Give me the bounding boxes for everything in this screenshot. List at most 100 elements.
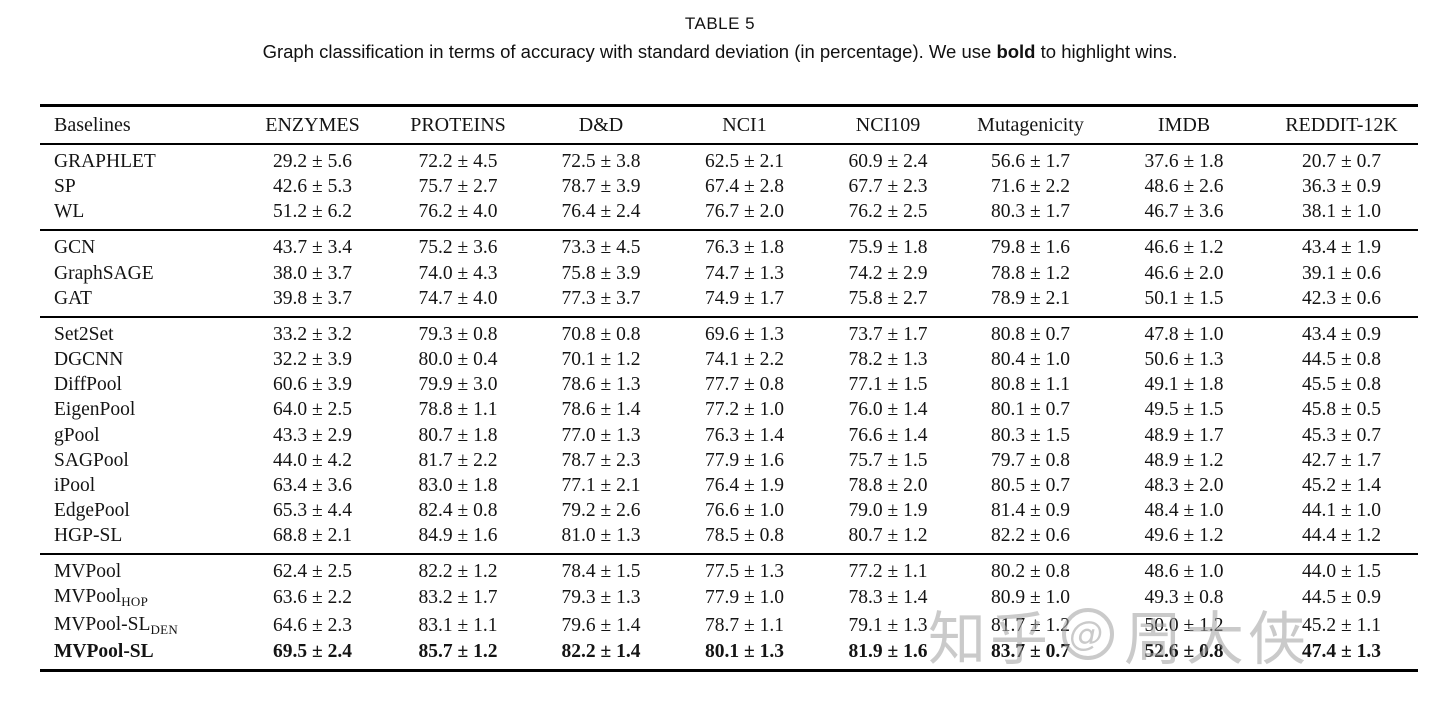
accuracy-value-cell: 46.6 ± 1.2 [1144,237,1224,259]
table-row: MVPoolHOP 63.6 ± 2.2 83.2 ± 1.7 79.3 ± 1.3 7… [40,585,1418,612]
accuracy-value-cell: 76.4 ± 1.9 [705,474,784,496]
accuracy-value-cell: 48.9 ± 1.2 [1144,449,1224,471]
accuracy-value-cell: 70.8 ± 0.8 [561,323,641,345]
accuracy-value-cell: 78.7 ± 1.1 [705,614,784,636]
method-name: gPool [54,424,100,446]
method-name-subscript: DEN [150,621,179,637]
accuracy-value-cell: 48.6 ± 1.0 [1144,561,1224,583]
accuracy-value-cell: 79.7 ± 0.8 [991,449,1070,471]
accuracy-value-cell: 80.3 ± 1.5 [991,424,1070,446]
accuracy-value-cell: 80.5 ± 0.7 [991,474,1070,496]
accuracy-value-cell: 43.4 ± 1.9 [1302,237,1381,259]
method-name: DGCNN [54,348,124,370]
method-group: GRAPHLET 29.2 ± 5.6 72.2 ± 4.5 72.5 ± 3.8 62… [40,144,1418,230]
accuracy-value-cell: 50.6 ± 1.3 [1144,348,1224,370]
accuracy-value-cell: 78.8 ± 1.1 [418,399,498,421]
accuracy-value-cell: 64.6 ± 2.3 [273,614,352,636]
accuracy-value-cell: 78.6 ± 1.3 [561,374,641,396]
accuracy-value-cell: 74.9 ± 1.7 [705,287,784,309]
accuracy-value-cell: 78.5 ± 0.8 [705,525,784,547]
table-row: WL 51.2 ± 6.2 76.2 ± 4.0 76.4 ± 2.4 76.7 ± 2… [40,200,1418,231]
accuracy-value-cell: 62.5 ± 2.1 [705,151,784,172]
accuracy-value-cell: 79.1 ± 1.3 [848,614,928,636]
accuracy-value-cell: 76.2 ± 2.5 [848,201,928,223]
table-row: gPool 43.3 ± 2.9 80.7 ± 1.8 77.0 ± 1.3 76.3 … [40,423,1418,448]
accuracy-value-cell: 83.0 ± 1.8 [418,474,498,496]
method-name: MVPool [54,561,122,583]
accuracy-value-cell: 80.9 ± 1.0 [991,587,1070,609]
accuracy-value-cell: 48.6 ± 2.6 [1144,176,1224,198]
accuracy-value-cell: 77.7 ± 0.8 [705,374,784,396]
accuracy-value-cell: 82.2 ± 1.2 [418,561,498,583]
table-row: SAGPool 44.0 ± 4.2 81.7 ± 2.2 78.7 ± 2.3 77.… [40,448,1418,473]
accuracy-value-cell: 48.3 ± 2.0 [1144,474,1224,496]
table-row: SP 42.6 ± 5.3 75.7 ± 2.7 78.7 ± 3.9 67.4 ± 2… [40,175,1418,200]
accuracy-value-cell: 44.0 ± 1.5 [1302,561,1381,583]
accuracy-value-cell: 60.6 ± 3.9 [273,374,352,396]
accuracy-value-cell: 77.3 ± 3.7 [561,287,641,309]
accuracy-value-cell: 72.5 ± 3.8 [561,151,641,172]
accuracy-value-cell: 80.4 ± 1.0 [991,348,1070,370]
method-name: GAT [54,287,92,309]
accuracy-value-cell: 78.2 ± 1.3 [848,348,928,370]
accuracy-value-cell: 36.3 ± 0.9 [1302,176,1381,198]
table-caption: Graph classification in terms of accurac… [0,41,1440,63]
accuracy-value-cell: 42.7 ± 1.7 [1302,449,1381,471]
method-name: DiffPool [54,374,122,396]
accuracy-value-cell: 83.2 ± 1.7 [418,587,498,609]
table-row: GraphSAGE 38.0 ± 3.7 74.0 ± 4.3 75.8 ± 3.9 7… [40,261,1418,286]
accuracy-value-cell: 82.2 ± 0.6 [991,525,1070,547]
accuracy-value-cell: 44.0 ± 4.2 [273,449,352,471]
column-header-dataset: NCI1 [671,105,818,145]
caption-post: to highlight wins. [1035,41,1178,62]
accuracy-value-cell: 78.8 ± 2.0 [848,474,928,496]
accuracy-value-cell: 79.3 ± 0.8 [418,323,498,345]
accuracy-value-cell: 60.9 ± 2.4 [848,151,928,172]
method-name: GCN [54,237,96,259]
method-name: GRAPHLET [54,151,156,172]
accuracy-value-cell: 49.6 ± 1.2 [1144,525,1224,547]
accuracy-value-cell: 56.6 ± 1.7 [991,151,1070,172]
accuracy-value-cell: 63.6 ± 2.2 [273,587,352,609]
accuracy-value-cell: 74.2 ± 2.9 [848,262,928,284]
accuracy-value-cell: 32.2 ± 3.9 [273,348,352,370]
accuracy-value-cell: 67.7 ± 2.3 [848,176,928,198]
accuracy-value-cell: 37.6 ± 1.8 [1144,151,1224,172]
table-row: GRAPHLET 29.2 ± 5.6 72.2 ± 4.5 72.5 ± 3.8 62… [40,144,1418,175]
accuracy-value-cell: 77.1 ± 2.1 [561,474,641,496]
accuracy-value-cell: 67.4 ± 2.8 [705,176,784,198]
accuracy-value-cell: 77.5 ± 1.3 [705,561,784,583]
table-row: MVPool-SL 69.5 ± 2.4 85.7 ± 1.2 82.2 ± 1.4 8… [40,639,1418,670]
accuracy-value-cell: 44.4 ± 1.2 [1302,525,1381,547]
accuracy-value-cell: 77.2 ± 1.0 [705,399,784,421]
accuracy-value-cell: 48.9 ± 1.7 [1144,424,1224,446]
accuracy-value-cell: 52.6 ± 0.8 [1144,640,1224,662]
accuracy-value-cell: 69.6 ± 1.3 [705,323,784,345]
column-header-dataset: REDDIT-12K [1265,105,1418,145]
column-header-dataset: ENZYMES [240,105,385,145]
accuracy-value-cell: 42.3 ± 0.6 [1302,287,1381,309]
table-row: MVPool-SLDEN 64.6 ± 2.3 83.1 ± 1.1 79.6 ± 1… [40,612,1418,639]
method-name: iPool [54,474,96,496]
accuracy-value-cell: 39.8 ± 3.7 [273,287,352,309]
accuracy-value-cell: 78.6 ± 1.4 [561,399,641,421]
method-name-subscript: HOP [121,594,149,610]
accuracy-value-cell: 82.4 ± 0.8 [418,500,498,522]
accuracy-value-cell: 44.5 ± 0.9 [1302,587,1381,609]
accuracy-value-cell: 73.7 ± 1.7 [848,323,928,345]
accuracy-value-cell: 83.7 ± 0.7 [991,640,1070,662]
table-row: HGP-SL 68.8 ± 2.1 84.9 ± 1.6 81.0 ± 1.3 78.5… [40,524,1418,555]
accuracy-value-cell: 80.8 ± 0.7 [991,323,1070,345]
accuracy-value-cell: 81.4 ± 0.9 [991,500,1070,522]
column-header-baselines: Baselines [40,105,240,145]
accuracy-value-cell: 79.2 ± 2.6 [561,500,641,522]
accuracy-value-cell: 81.0 ± 1.3 [561,525,641,547]
accuracy-value-cell: 63.4 ± 3.6 [273,474,352,496]
accuracy-value-cell: 81.7 ± 1.2 [991,614,1070,636]
accuracy-value-cell: 83.1 ± 1.1 [418,614,498,636]
table-caption-block: TABLE 5 Graph classification in terms of… [0,14,1440,63]
table-row: EigenPool 64.0 ± 2.5 78.8 ± 1.1 78.6 ± 1.4 7… [40,398,1418,423]
method-group: Set2Set 33.2 ± 3.2 79.3 ± 0.8 70.8 ± 0.8 69.… [40,316,1418,555]
accuracy-value-cell: 33.2 ± 3.2 [273,323,352,345]
accuracy-value-cell: 78.9 ± 2.1 [991,287,1070,309]
